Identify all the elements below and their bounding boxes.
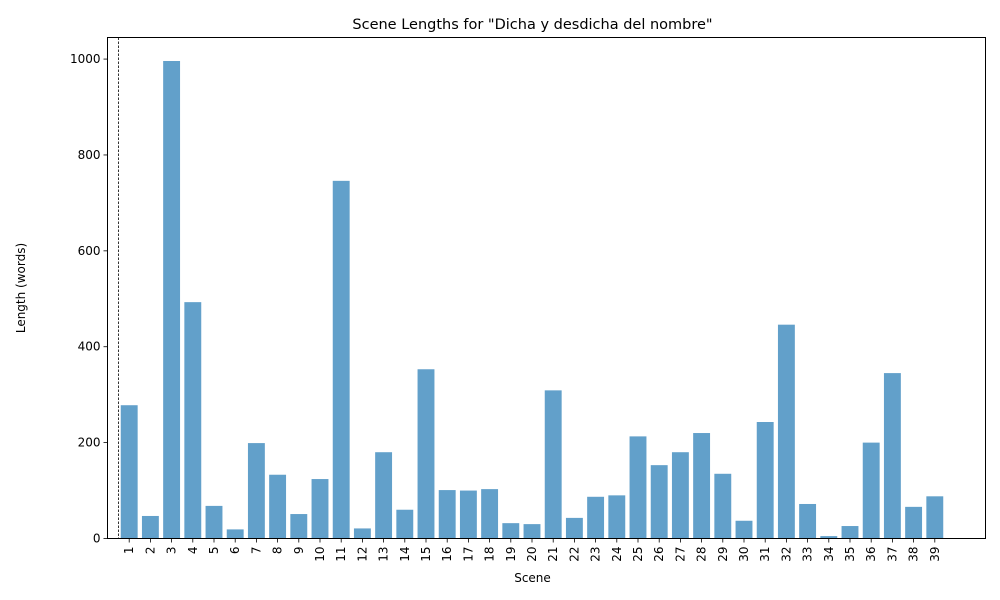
y-tick-label: 200 [78, 436, 101, 450]
y-axis: 0 200 400 600 800 1000 [70, 52, 108, 546]
bar-scene-16 [438, 490, 456, 539]
bar-scene-32 [777, 324, 795, 539]
y-axis-label: Length (words) [14, 243, 28, 333]
x-tick-label: 25 [631, 547, 645, 562]
x-tick-label: 28 [695, 547, 709, 562]
x-tick-label: 16 [440, 547, 454, 562]
x-tick-label: 29 [716, 547, 730, 562]
x-tick-label: 17 [461, 547, 475, 562]
x-tick-label: 12 [355, 547, 369, 562]
bar-scene-14 [396, 509, 414, 539]
bar-scene-17 [459, 490, 477, 539]
bar-scene-23 [587, 496, 605, 539]
bar-scene-29 [714, 473, 732, 539]
bar-scene-18 [481, 489, 499, 539]
bar-scene-6 [226, 529, 244, 539]
bar-scene-13 [375, 452, 393, 539]
x-tick-label: 30 [737, 547, 751, 562]
bar-scene-38 [905, 506, 923, 539]
y-tick-label: 800 [78, 148, 101, 162]
x-tick-label: 39 [928, 547, 942, 562]
x-tick-label: 23 [589, 547, 603, 562]
x-tick-label: 27 [673, 547, 687, 562]
bar-scene-4 [184, 302, 202, 539]
bar-scene-3 [163, 60, 181, 539]
x-tick-label: 36 [864, 547, 878, 562]
bar-scene-39 [926, 496, 944, 539]
bar-scene-35 [841, 526, 859, 539]
x-tick-label: 3 [165, 547, 179, 555]
x-tick-label: 21 [546, 547, 560, 562]
bar-scene-26 [650, 465, 668, 539]
bar-scene-9 [290, 514, 308, 539]
x-tick-label: 7 [249, 547, 263, 555]
x-tick-label: 32 [779, 547, 793, 562]
x-tick-label: 18 [483, 547, 497, 562]
bar-scene-15 [417, 369, 435, 539]
bar-scene-22 [565, 517, 583, 539]
bar-scene-2 [141, 515, 159, 539]
bar-scene-30 [735, 520, 753, 539]
bars-group [120, 60, 944, 539]
x-tick-label: 9 [292, 547, 306, 555]
x-tick-label: 35 [843, 547, 857, 562]
bar-scene-1 [120, 405, 138, 539]
bar-scene-36 [862, 442, 880, 539]
bar-scene-21 [544, 390, 562, 539]
bar-scene-28 [693, 433, 711, 539]
bar-scene-19 [502, 523, 520, 539]
y-tick-label: 600 [78, 244, 101, 258]
x-tick-label: 24 [610, 547, 624, 562]
bar-scene-11 [332, 180, 350, 539]
bar-scene-8 [269, 474, 287, 539]
x-axis: 1 2 3 4 5 6 7 8 9 10 11 12 13 14 15 16 17 18 19 20 21 22 23 24 2… [122, 538, 942, 562]
bar-scene-33 [799, 503, 817, 539]
x-tick-label: 14 [398, 547, 412, 562]
y-tick-label: 0 [93, 532, 101, 546]
y-tick-label: 400 [78, 340, 101, 354]
x-tick-label: 5 [207, 547, 221, 555]
x-tick-label: 34 [822, 547, 836, 562]
x-tick-label: 10 [313, 547, 327, 562]
bar-scene-37 [883, 373, 901, 539]
x-tick-label: 6 [228, 547, 242, 555]
x-axis-label: Scene [514, 571, 551, 585]
bar-scene-34 [820, 536, 838, 539]
x-tick-label: 26 [652, 547, 666, 562]
plot-frame [107, 37, 986, 539]
bar-scene-12 [353, 528, 371, 539]
x-tick-label: 38 [907, 547, 921, 562]
x-tick-label: 31 [758, 547, 772, 562]
x-tick-label: 15 [419, 547, 433, 562]
x-tick-label: 1 [122, 547, 136, 555]
x-tick-label: 19 [504, 547, 518, 562]
chart-title: Scene Lengths for "Dicha y desdicha del … [352, 17, 712, 33]
x-tick-label: 2 [143, 547, 157, 555]
x-tick-label: 37 [885, 547, 899, 562]
x-tick-label: 22 [567, 547, 581, 562]
bar-scene-20 [523, 524, 541, 539]
bar-scene-31 [756, 421, 774, 539]
x-tick-label: 11 [334, 547, 348, 562]
x-tick-label: 8 [271, 547, 285, 555]
bar-scene-24 [608, 495, 626, 539]
bar-scene-10 [311, 479, 329, 539]
x-tick-label: 13 [377, 547, 391, 562]
bar-scene-5 [205, 505, 223, 539]
bar-scene-25 [629, 436, 647, 539]
x-tick-label: 4 [186, 547, 200, 555]
bar-scene-27 [671, 452, 689, 539]
x-tick-label: 20 [525, 547, 539, 562]
x-tick-label: 33 [801, 547, 815, 562]
y-tick-label: 1000 [70, 52, 101, 66]
bar-scene-7 [247, 443, 265, 539]
